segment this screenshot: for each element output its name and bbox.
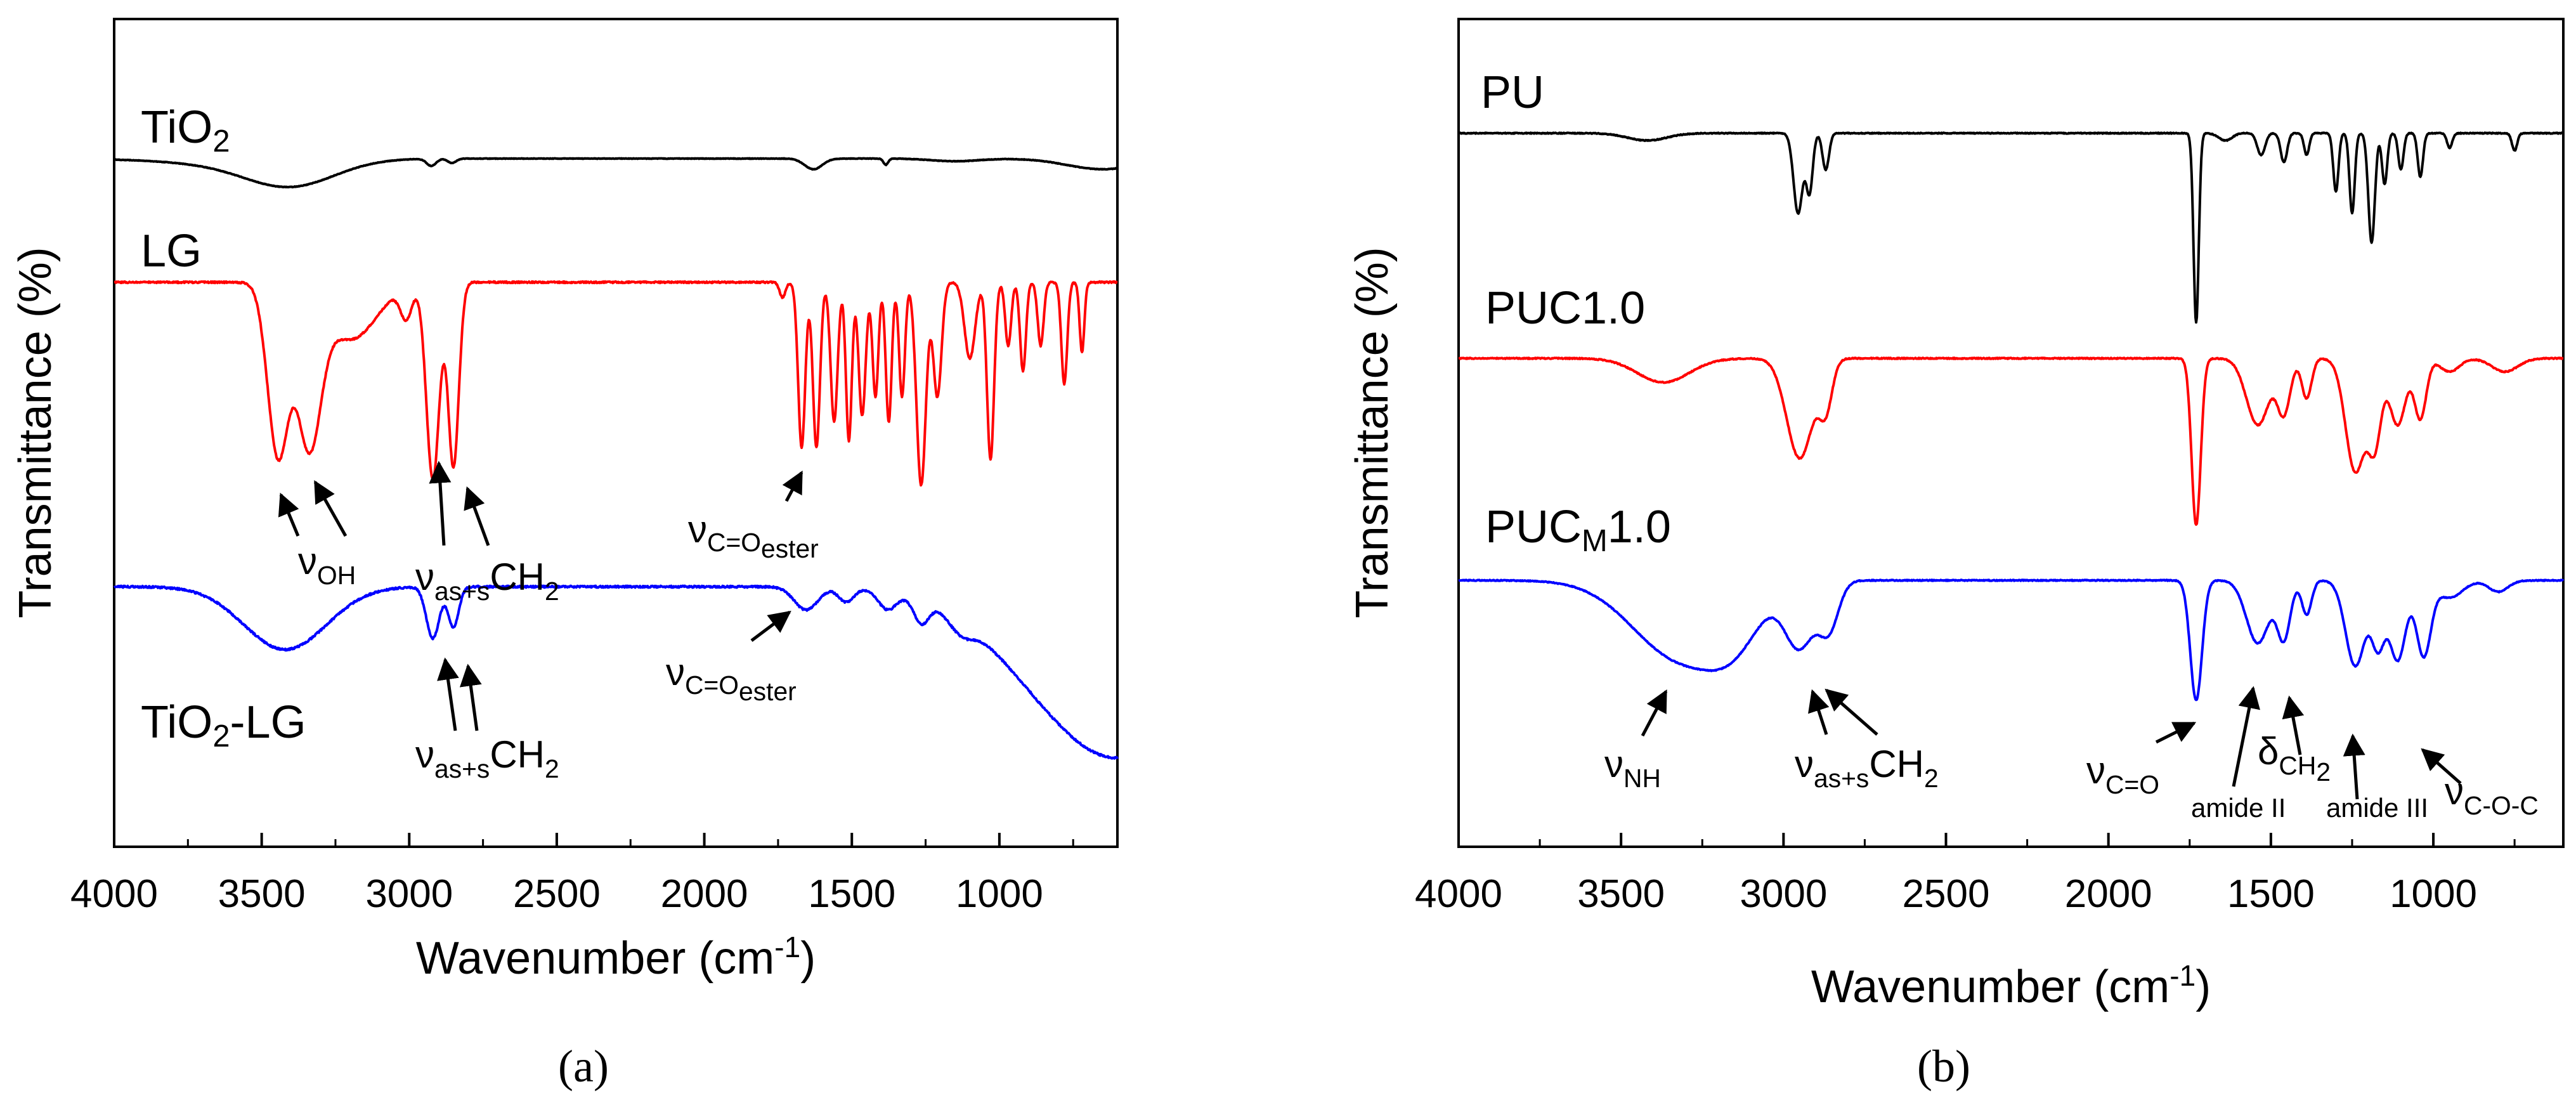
x-tick-label: 4000: [70, 872, 158, 916]
panel-b-annotation-dch2: δCH2: [2258, 730, 2331, 787]
panel-a-label-lg: LG: [141, 226, 202, 277]
panel-b-arrow-ch2-1: [1808, 689, 1830, 735]
series-line-pucm1-0: [1458, 578, 2565, 702]
panel-a-x-axis-label: Wavenumber (cm-1): [416, 930, 816, 984]
panel-b-arrow-dch2: [2282, 695, 2305, 755]
panel-b-arrow-amide2: [2232, 686, 2260, 787]
x-tick-label: 1000: [956, 872, 1043, 916]
panel-b-arrow-amide3: [2343, 733, 2365, 800]
panel-b-annotation-vcoc: νC-O-C: [2445, 770, 2539, 820]
panel-a-label-tio2: TiO2: [141, 102, 230, 159]
x-tick-label: 3500: [1577, 872, 1665, 916]
panel-b-annotation-vnh: νNH: [1604, 743, 1661, 793]
x-tick-label: 2500: [513, 872, 601, 916]
panel-a-y-axis-label: Transmittance (%): [10, 247, 61, 618]
panel-b-series-group: [1458, 131, 2565, 702]
series-line-lg: [113, 280, 1119, 487]
panel-b-x-axis-label: Wavenumber (cm-1): [1811, 959, 2211, 1012]
x-tick-label: 1500: [2227, 872, 2315, 916]
panel-a-arrow-co-lg: [782, 470, 803, 502]
panel-a-annotation-vch2-lg: νas+sCH2: [415, 556, 559, 606]
x-tick-label: 3500: [218, 872, 306, 916]
panel-a-chart: 4000 3500 3000 2500 2000 1500 1000 TiO2 LG TiO…: [10, 18, 1119, 1092]
panel-b-plot-frame: [1457, 18, 2565, 848]
panel-b-annotation-amide2: amide II: [2191, 793, 2286, 823]
series-line-tio2-lg: [113, 584, 1119, 760]
panel-b-y-axis-label: Transmittance (%): [1347, 247, 1398, 618]
panel-a-arrow-co-tio2lg: [750, 610, 791, 642]
series-line-tio2: [113, 157, 1119, 189]
panel-a-caption: (a): [558, 1041, 609, 1092]
panel-b-arrow-co: [2155, 721, 2197, 744]
panel-a-series-group: [113, 157, 1119, 760]
panel-b-arrow-ch2-2: [1825, 688, 1878, 736]
x-tick-label: 2500: [1903, 872, 1990, 916]
series-line-pu: [1458, 131, 2564, 324]
panel-a-arrow-ch2-1: [429, 460, 452, 546]
x-tick-label: 2000: [661, 872, 748, 916]
panel-b-arrow-coc: [2421, 748, 2462, 785]
panel-a-arrow-ch2-3: [437, 657, 459, 731]
panel-a-arrow-oh-1: [278, 492, 300, 537]
x-tick-label: 4000: [1415, 872, 1502, 916]
panel-a-annotation-vco-ester-lg: νC=Oester: [688, 508, 819, 563]
panel-a-label-tio2-lg: TiO2-LG: [141, 697, 306, 754]
panel-a-plot-frame: [113, 18, 1119, 848]
panel-b-label-pu: PU: [1481, 67, 1544, 118]
panel-a-arrow-ch2-2: [464, 486, 490, 546]
x-tick-label: 1000: [2390, 872, 2477, 916]
panel-b-caption: (b): [1917, 1041, 1970, 1092]
series-line-puc1-0: [1458, 356, 2564, 526]
panel-a-annotation-voh: νOH: [298, 540, 356, 590]
x-tick-label: 1500: [808, 872, 895, 916]
panel-a-annotation-vco-ester-tio2lg: νC=Oester: [666, 651, 797, 706]
panel-b-chart: 4000 3500 3000 2500 2000 1500 1000 PU PUC1.0 P…: [1347, 18, 2565, 1092]
panel-b-annotation-vco: νC=O: [2086, 749, 2159, 799]
x-tick-label: 3000: [1740, 872, 1827, 916]
panel-b-x-ticks: 4000 3500 3000 2500 2000 1500 1000: [1415, 833, 2516, 916]
panel-a-annotation-vch2-tio2lg: νas+sCH2: [415, 733, 559, 783]
panel-b-label-puc1: PUC1.0: [1485, 283, 1645, 334]
panel-b-label-pucm1: PUCM1.0: [1485, 502, 1671, 558]
panel-a-arrow-ch2-4: [459, 663, 482, 731]
panel-a-arrow-oh-2: [313, 480, 348, 537]
x-tick-label: 3000: [365, 872, 453, 916]
panel-b-annotation-amide3: amide III: [2326, 793, 2428, 823]
panel-b-arrow-nh: [1641, 689, 1668, 737]
x-tick-label: 2000: [2065, 872, 2152, 916]
panel-b-annotation-vch2: νas+sCH2: [1795, 743, 1939, 793]
panel-a-x-ticks: 4000 3500 3000 2500 2000 1500 1000: [70, 833, 1074, 916]
